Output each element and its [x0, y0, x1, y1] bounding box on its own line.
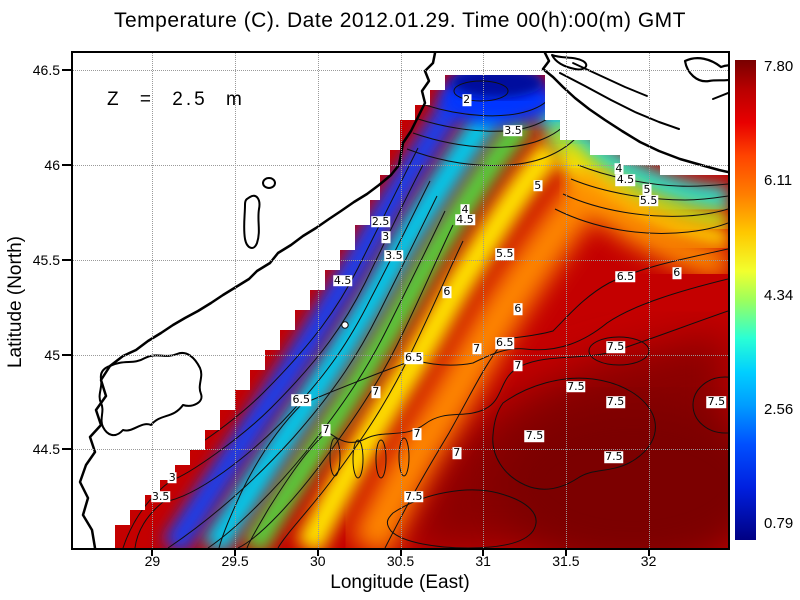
y-tick-mark: [62, 448, 71, 451]
plot-title: Temperature (C). Date 2012.01.29. Time 0…: [113, 9, 687, 32]
contour-label: 2.5: [370, 215, 391, 229]
contour-label: 5: [642, 182, 652, 196]
contour-label: 7: [472, 342, 482, 356]
contour-label: 7.5: [403, 490, 424, 504]
contour-label: 6.5: [615, 270, 636, 284]
contour-label: 4.5: [455, 213, 475, 227]
island-outline: [683, 57, 728, 83]
contour-label: 7.5: [706, 395, 727, 409]
gridline-vertical: [235, 53, 237, 548]
colorbar: [735, 60, 756, 540]
x-tick-label: 31: [475, 553, 491, 569]
contour-label: 6.5: [291, 393, 311, 407]
y-tick-mark: [62, 69, 71, 72]
contour-label: 7.5: [524, 429, 545, 443]
point-marker: [341, 321, 349, 329]
contour-label: 3: [381, 230, 391, 244]
x-tick-mark: [316, 548, 319, 556]
contour-label: 3.5: [150, 490, 171, 504]
x-tick-mark: [647, 548, 650, 556]
contour-label: 3: [167, 471, 177, 485]
x-tick-label: 31.5: [552, 553, 580, 569]
x-tick-mark: [399, 548, 402, 556]
contour-label: 3.5: [503, 123, 523, 137]
contour-label: 4.5: [615, 173, 636, 187]
contour-label: 4: [614, 161, 624, 175]
x-tick-label: 32: [640, 553, 657, 569]
contour-label: 7: [513, 359, 523, 373]
contour-label: 4.5: [332, 273, 353, 287]
y-tick-mark: [62, 258, 71, 261]
y-tick-label: 45: [44, 346, 60, 363]
contour-label: 6: [442, 285, 452, 299]
x-axis-label: Longitude (East): [330, 572, 470, 593]
contour-label: 7.5: [604, 450, 624, 464]
y-tick-label: 46: [44, 156, 60, 173]
x-tick-mark: [151, 548, 154, 556]
contour-label: 5.5: [638, 194, 659, 208]
x-tick-mark: [234, 548, 237, 556]
lagoon-outline: [243, 194, 261, 249]
depth-annotation: Z = 2.5 m: [107, 89, 245, 110]
contour-label: 6.5: [494, 336, 515, 350]
gridline-horizontal: [73, 449, 728, 451]
y-tick-label: 44.5: [32, 441, 60, 458]
y-axis-label: Latitude (North): [5, 236, 26, 369]
x-tick-label: 30.5: [386, 553, 415, 569]
gridline-horizontal: [73, 70, 728, 72]
contour-label: 6: [672, 266, 682, 280]
contour-label: 7.5: [605, 395, 626, 409]
contour-label: 7: [412, 427, 422, 441]
contour-label: 6: [513, 302, 523, 316]
contour-label: 7: [371, 385, 381, 399]
spit-outline: [559, 72, 680, 130]
x-tick-label: 29: [144, 553, 161, 569]
y-tick-mark: [62, 163, 71, 166]
contour-label: 7.5: [566, 380, 586, 394]
colorbar-tick-label: 0.79: [764, 515, 794, 532]
contour-label: 6.5: [403, 351, 424, 365]
gridline-vertical: [565, 53, 567, 548]
contour-label: 4: [460, 203, 470, 217]
x-tick-mark: [564, 548, 567, 556]
colorbar-tick-label: 4.34: [764, 286, 794, 304]
y-tick-mark: [62, 353, 71, 356]
map-plot-area: Z = 2.5 m 2 3.5 2.5 3 3.5 4.5 4 4.5 5 5.5 5 4 4.5 5.5…: [71, 51, 730, 550]
contour-label: 3.5: [384, 249, 404, 263]
contour-label: 7: [452, 446, 462, 460]
colorbar-tick-label: 6.11: [764, 172, 793, 190]
gridline-vertical: [317, 53, 319, 548]
gridline-horizontal: [73, 354, 728, 356]
x-tick-mark: [482, 548, 485, 556]
gridline-vertical: [483, 53, 485, 548]
contour-label: 2: [462, 93, 472, 107]
contour-label: 7.5: [605, 340, 626, 354]
contour-label: 5: [533, 178, 543, 192]
coastline: [78, 53, 728, 548]
gridline-vertical: [648, 53, 650, 548]
y-tick-label: 46.5: [32, 62, 60, 79]
contour-label: 7: [321, 423, 331, 437]
gridline-vertical: [152, 53, 154, 548]
colorbar-tick-label: 2.56: [764, 400, 794, 418]
contour-label: 5.5: [494, 247, 515, 261]
gridline-horizontal: [73, 164, 728, 166]
x-tick-label: 30: [310, 553, 326, 569]
gridline-vertical: [400, 53, 402, 548]
river-delta-outline: [98, 352, 203, 437]
x-tick-label: 29.5: [221, 553, 249, 569]
y-tick-label: 45.5: [32, 251, 60, 268]
colorbar-tick-label: 7.80: [764, 58, 794, 75]
